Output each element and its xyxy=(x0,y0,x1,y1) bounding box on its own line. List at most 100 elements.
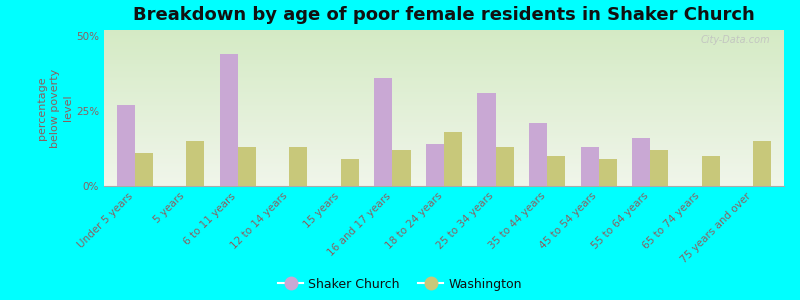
Bar xyxy=(104,80,784,82)
Bar xyxy=(238,147,256,186)
Bar xyxy=(104,175,784,177)
Bar xyxy=(104,122,784,124)
Bar xyxy=(104,66,784,68)
Bar xyxy=(104,134,784,136)
Bar xyxy=(581,147,598,186)
Bar xyxy=(104,30,784,31)
Bar xyxy=(104,108,784,110)
Bar xyxy=(104,102,784,103)
Bar xyxy=(104,70,784,72)
Title: Breakdown by age of poor female residents in Shaker Church: Breakdown by age of poor female resident… xyxy=(133,6,755,24)
Bar xyxy=(104,103,784,105)
Text: City-Data.com: City-Data.com xyxy=(701,35,770,45)
Bar xyxy=(104,46,784,47)
Bar xyxy=(104,160,784,161)
Bar xyxy=(104,125,784,127)
Bar xyxy=(104,95,784,97)
Bar xyxy=(135,153,153,186)
Bar xyxy=(104,74,784,75)
Bar xyxy=(104,77,784,78)
Bar xyxy=(117,105,135,186)
Bar xyxy=(393,150,410,186)
Bar xyxy=(104,105,784,106)
Bar xyxy=(104,173,784,175)
Bar xyxy=(104,141,784,142)
Bar xyxy=(104,121,784,122)
Bar xyxy=(650,150,668,186)
Bar xyxy=(104,178,784,180)
Y-axis label: percentage
below poverty
level: percentage below poverty level xyxy=(37,68,74,148)
Bar xyxy=(104,44,784,46)
Bar xyxy=(220,54,238,186)
Bar xyxy=(753,141,771,186)
Bar xyxy=(104,99,784,100)
Bar xyxy=(104,172,784,173)
Bar xyxy=(104,41,784,43)
Bar xyxy=(104,64,784,66)
Bar xyxy=(104,150,784,152)
Bar xyxy=(104,167,784,169)
Bar xyxy=(104,82,784,83)
Bar xyxy=(104,58,784,60)
Bar xyxy=(104,146,784,147)
Bar xyxy=(104,169,784,170)
Bar xyxy=(478,93,495,186)
Bar xyxy=(341,159,359,186)
Bar xyxy=(104,49,784,50)
Bar xyxy=(104,183,784,184)
Bar xyxy=(104,114,784,116)
Bar xyxy=(104,156,784,158)
Bar xyxy=(104,89,784,91)
Bar xyxy=(104,130,784,131)
Bar xyxy=(104,163,784,164)
Bar xyxy=(104,127,784,128)
Bar xyxy=(598,159,617,186)
Bar xyxy=(104,52,784,53)
Bar xyxy=(104,180,784,181)
Bar xyxy=(104,33,784,35)
Bar xyxy=(104,110,784,111)
Bar xyxy=(104,56,784,58)
Bar xyxy=(104,38,784,39)
Bar xyxy=(104,83,784,85)
Bar xyxy=(104,60,784,61)
Bar xyxy=(104,131,784,133)
Bar xyxy=(104,69,784,70)
Bar xyxy=(104,136,784,138)
Bar xyxy=(104,92,784,94)
Bar xyxy=(104,113,784,114)
Bar xyxy=(104,138,784,139)
Bar xyxy=(104,61,784,63)
Bar xyxy=(104,133,784,134)
Bar xyxy=(104,97,784,99)
Bar xyxy=(186,141,205,186)
Bar xyxy=(104,128,784,130)
Bar xyxy=(104,53,784,55)
Bar xyxy=(104,63,784,64)
Bar xyxy=(104,100,784,102)
Bar xyxy=(104,124,784,125)
Bar xyxy=(104,158,784,160)
Bar xyxy=(104,39,784,41)
Bar xyxy=(104,155,784,156)
Bar xyxy=(104,94,784,95)
Bar xyxy=(104,72,784,74)
Bar xyxy=(104,153,784,155)
Bar xyxy=(444,132,462,186)
Bar xyxy=(632,138,650,186)
Bar xyxy=(104,177,784,178)
Bar xyxy=(104,75,784,77)
Bar xyxy=(104,139,784,141)
Bar xyxy=(104,88,784,89)
Legend: Shaker Church, Washington: Shaker Church, Washington xyxy=(278,278,522,291)
Bar xyxy=(104,184,784,186)
Bar xyxy=(104,164,784,166)
Bar xyxy=(104,68,784,69)
Bar xyxy=(104,106,784,108)
Bar xyxy=(104,148,784,150)
Bar xyxy=(104,78,784,80)
Bar xyxy=(104,147,784,148)
Bar xyxy=(104,152,784,153)
Bar xyxy=(104,111,784,113)
Bar xyxy=(104,43,784,44)
